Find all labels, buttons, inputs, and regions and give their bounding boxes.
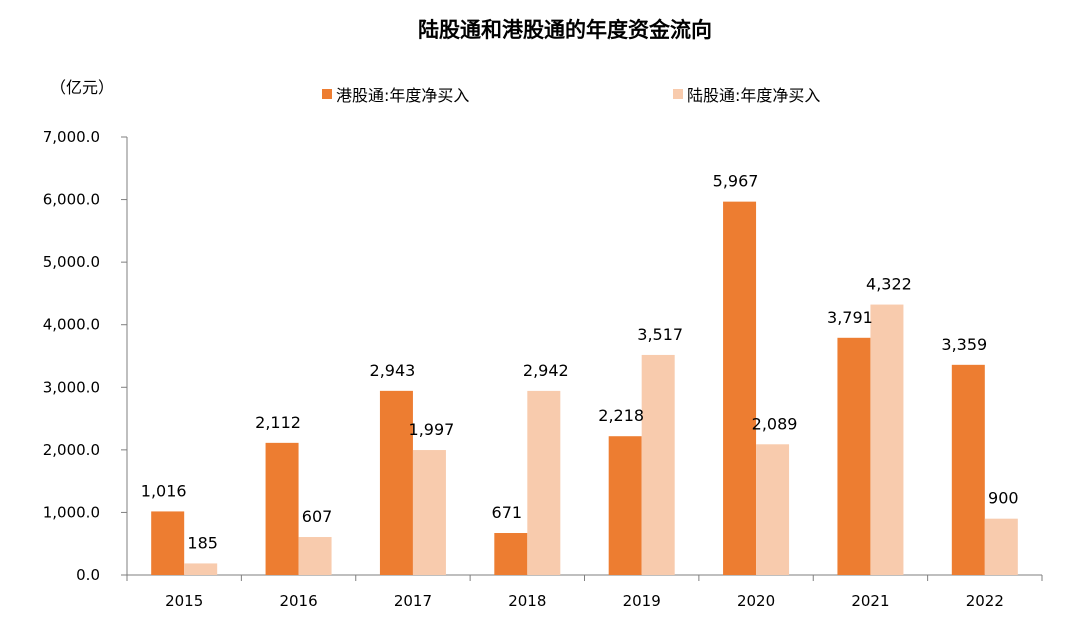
bar-hk-2017 <box>379 390 413 575</box>
data-label-mainland-2015: 185 <box>187 533 218 552</box>
data-label-mainland-2019: 3,517 <box>637 325 683 344</box>
bar-hk-2019 <box>608 436 642 575</box>
y-tick-label: 3,000.0 <box>43 378 100 396</box>
data-label-hk-2020: 5,967 <box>713 172 759 191</box>
x-tick-label: 2017 <box>394 592 432 610</box>
bar-hk-2020 <box>723 201 757 575</box>
data-label-mainland-2021: 4,322 <box>866 275 912 294</box>
y-tick-label: 5,000.0 <box>43 253 100 271</box>
bar-mainland-2018 <box>527 390 561 575</box>
data-label-mainland-2016: 607 <box>302 507 333 526</box>
x-tick-label: 2018 <box>508 592 546 610</box>
y-tick-label: 6,000.0 <box>43 191 100 209</box>
legend-swatch-hk <box>322 89 332 99</box>
bar-hk-2018 <box>494 533 528 575</box>
y-axis-unit-label: （亿元） <box>50 78 114 97</box>
bar-hk-2022 <box>951 364 985 575</box>
data-label-hk-2017: 2,943 <box>370 361 416 380</box>
x-tick-label: 2015 <box>165 592 203 610</box>
bar-hk-2015 <box>151 511 185 575</box>
data-label-mainland-2020: 2,089 <box>752 414 798 433</box>
legend-swatch-mainland <box>673 89 683 99</box>
data-labels: 1,016 2,112 2,943 671 2,218 5,967 3,791 3,359 18… <box>141 172 1019 553</box>
x-tick-label: 2021 <box>851 592 889 610</box>
chart-title: 陆股通和港股通的年度资金流向 <box>418 18 712 42</box>
bar-mainland-2022 <box>984 518 1018 575</box>
legend-label-mainland: 陆股通:年度净买入 <box>687 86 820 105</box>
x-tick-label: 2022 <box>966 592 1004 610</box>
bar-hk-2016 <box>265 442 299 575</box>
bar-mainland-2021 <box>870 304 904 575</box>
x-tick-label: 2016 <box>279 592 317 610</box>
bars <box>151 201 1018 575</box>
y-tick-label: 4,000.0 <box>43 316 100 334</box>
bar-mainland-2020 <box>756 444 790 575</box>
legend-label-hk: 港股通:年度净买入 <box>336 86 469 105</box>
y-tick-label: 7,000.0 <box>43 128 100 146</box>
x-tick-label: 2019 <box>623 592 661 610</box>
data-label-hk-2016: 2,112 <box>255 413 301 432</box>
y-tick-label: 0.0 <box>76 566 100 584</box>
data-label-hk-2015: 1,016 <box>141 481 187 500</box>
data-label-mainland-2018: 2,942 <box>523 361 569 380</box>
y-tick-label: 2,000.0 <box>43 441 100 459</box>
data-label-hk-2021: 3,791 <box>827 308 873 327</box>
bar-mainland-2017 <box>412 450 446 575</box>
data-label-mainland-2017: 1,997 <box>409 420 455 439</box>
bar-mainland-2016 <box>298 537 332 575</box>
bar-mainland-2015 <box>184 563 218 575</box>
y-tick-label: 1,000.0 <box>43 503 100 521</box>
data-label-mainland-2022: 900 <box>988 489 1019 508</box>
data-label-hk-2022: 3,359 <box>941 335 987 354</box>
x-tick-label: 2020 <box>737 592 775 610</box>
data-label-hk-2019: 2,218 <box>598 406 644 425</box>
bar-hk-2021 <box>837 337 871 575</box>
bar-mainland-2019 <box>641 354 675 575</box>
axes: 0.0 1,000.0 2,000.0 3,000.0 4,000.0 5,000.0 6,… <box>43 128 1043 610</box>
data-label-hk-2018: 671 <box>492 503 523 522</box>
legend: 港股通:年度净买入 陆股通:年度净买入 <box>322 86 820 105</box>
